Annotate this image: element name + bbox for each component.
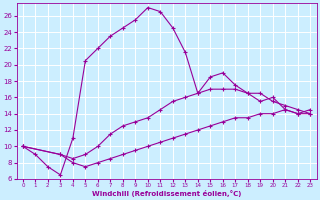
X-axis label: Windchill (Refroidissement éolien,°C): Windchill (Refroidissement éolien,°C) <box>92 190 241 197</box>
